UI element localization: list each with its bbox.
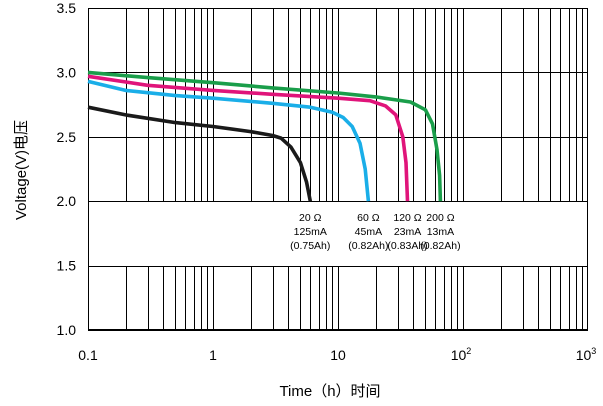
series-annotation-3: (0.83Ah): [387, 240, 427, 252]
series-annotation-4: 200 Ω: [426, 212, 454, 224]
series-line-4: [87, 70, 443, 202]
x-tick-exponent: 2: [466, 346, 471, 356]
y-tick-label: 3.0: [57, 64, 77, 80]
series-line-3: [87, 74, 410, 202]
annotation-background: [89, 202, 587, 266]
y-tick-label: 1.0: [57, 322, 77, 338]
x-tick-exponent: 3: [591, 346, 596, 356]
series-annotation-3: 120 Ω: [393, 212, 421, 224]
series-annotation-2: (0.82Ah): [348, 240, 388, 252]
annotations: 20 Ω 125mA (0.75Ah) 60 Ω 45mA (0.82Ah) 120 Ω 23…: [290, 212, 460, 252]
x-tick-label: 10: [330, 347, 346, 363]
series-annotation-1: (0.75Ah): [290, 240, 330, 252]
x-tick-label: 0.1: [78, 347, 98, 363]
y-axis-title: Voltage(V)电压: [13, 120, 30, 220]
y-tick-label: 2.5: [57, 129, 77, 145]
series-annotation-4: 13mA: [427, 226, 454, 238]
series: [87, 70, 443, 202]
x-axis-title: Time（h）时间: [279, 383, 380, 400]
series-annotation-2: 60 Ω: [357, 212, 380, 224]
y-tick-label: 3.5: [57, 0, 77, 16]
ticks: 1.0 1.5 2.0 2.5 3.0 3.5 0.1 1 10 102 103: [57, 0, 597, 363]
grid: [88, 8, 588, 331]
series-annotation-4: (0.82Ah): [420, 240, 460, 252]
series-line-2: [87, 79, 371, 202]
x-tick-label: 103: [576, 346, 597, 363]
series-line-1: [87, 105, 313, 202]
x-tick-label: 1: [209, 347, 217, 363]
series-annotation-3: 23mA: [394, 226, 421, 238]
y-tick-label: 2.0: [57, 193, 77, 209]
y-tick-label: 1.5: [57, 258, 77, 274]
series-annotation-1: 20 Ω: [299, 212, 322, 224]
x-tick-label: 102: [451, 346, 472, 363]
series-annotation-2: 45mA: [355, 226, 382, 238]
series-annotation-1: 125mA: [294, 226, 327, 238]
